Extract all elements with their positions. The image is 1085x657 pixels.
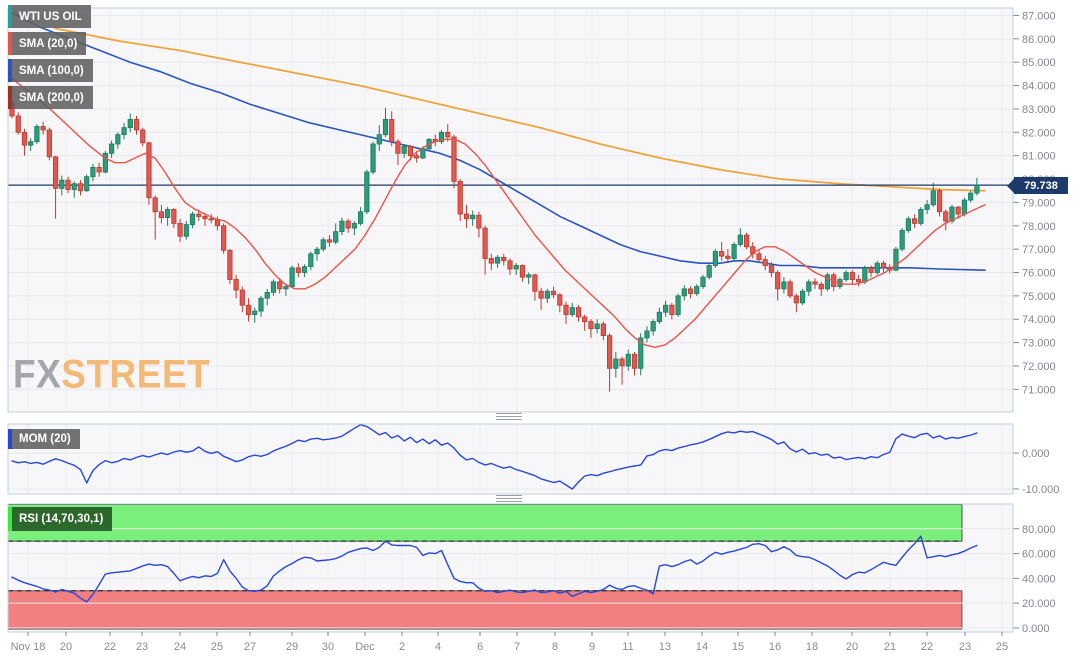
legend-item-sma20: SMA (20,0) <box>8 32 87 55</box>
y-axis-tick-label: 77.000 <box>1022 244 1056 256</box>
y-axis-tick-label: 79.000 <box>1022 197 1056 209</box>
legend-label: WTI US OIL <box>19 10 82 23</box>
legend-label: SMA (100,0) <box>19 64 84 77</box>
y-axis-tick-label: 87.000 <box>1022 10 1056 22</box>
y-axis-tick-label: 71.000 <box>1022 384 1056 396</box>
x-axis-date-label: 22 <box>921 641 933 653</box>
x-axis-date-label: 23 <box>959 641 971 653</box>
panel-splitter-handle[interactable] <box>496 495 522 503</box>
legend-item-wti-us-oil: WTI US OIL <box>8 5 91 28</box>
y-axis-tick-label: 82.000 <box>1022 127 1056 139</box>
x-axis-date-label: 27 <box>244 641 256 653</box>
legend-item-sma100: SMA (100,0) <box>8 59 93 82</box>
x-axis-date-label: 20 <box>846 641 858 653</box>
y-axis-tick-label: 60.000 <box>1022 549 1056 561</box>
y-axis-tick-label: 75.000 <box>1022 291 1056 303</box>
x-axis-date-label: 11 <box>622 641 633 653</box>
y-axis-tick-label: 73.000 <box>1022 338 1056 350</box>
x-axis-date-label: 2 <box>399 641 405 653</box>
x-axis-date-label: 18 <box>806 641 818 653</box>
y-axis-tick-label: 85.000 <box>1022 57 1056 69</box>
y-axis-tick-label: 78.000 <box>1022 221 1056 233</box>
y-axis-tick-label: 84.000 <box>1022 81 1056 93</box>
x-axis-date-label: Nov 18 <box>11 641 46 653</box>
y-axis-tick-label: 40.000 <box>1022 573 1056 585</box>
x-axis-date-label: 25 <box>211 641 223 653</box>
candles-layer <box>9 98 980 392</box>
x-axis-date-label: 15 <box>732 641 744 653</box>
x-axis-date-label: 30 <box>322 641 334 653</box>
x-axis-date-label: 21 <box>884 641 896 653</box>
fxstreet-watermark-logo: FXSTREET <box>13 352 210 397</box>
x-axis-date-label: 22 <box>104 641 116 653</box>
y-axis-tick-label: -10.000 <box>1022 484 1059 496</box>
rsi-indicator-label: RSI (14,70,30,1) <box>8 507 113 531</box>
legend-label: MOM (20) <box>19 433 71 445</box>
mom-panel-background <box>8 424 1013 494</box>
x-axis-date-label: 9 <box>589 641 595 653</box>
y-axis-tick-label: 0.000 <box>1022 623 1050 635</box>
x-axis-date-label: 23 <box>136 641 148 653</box>
x-axis-date-label: 6 <box>477 641 483 653</box>
rsi-oversold-band <box>7 590 963 630</box>
x-axis-date-label: 13 <box>659 641 671 653</box>
series-color-chip-icon <box>8 86 12 109</box>
rsi-overbought-band <box>7 504 963 542</box>
y-axis-tick-label: 86.000 <box>1022 34 1056 46</box>
y-axis-tick-label: 74.000 <box>1022 314 1056 326</box>
series-color-chip-icon <box>8 32 12 55</box>
x-axis-date-label: 7 <box>514 641 520 653</box>
current-price-label: 79.738 <box>1007 177 1068 194</box>
series-color-chip-icon <box>8 59 12 82</box>
legend-label: RSI (14,70,30,1) <box>19 513 104 525</box>
series-color-chip-icon <box>8 507 12 531</box>
x-axis-date-label: 16 <box>769 641 781 653</box>
series-color-chip-icon <box>8 429 12 449</box>
legend-item-sma200: SMA (200,0) <box>8 86 93 109</box>
y-axis-tick-label: 72.000 <box>1022 361 1056 373</box>
y-axis-tick-label: 80.000 <box>1022 524 1056 536</box>
x-axis-date-label: 8 <box>552 641 558 653</box>
y-axis-tick-label: 76.000 <box>1022 268 1056 280</box>
x-axis-date-label: 24 <box>174 641 186 653</box>
series-color-chip-icon <box>8 5 12 28</box>
legend-label: SMA (200,0) <box>19 91 84 104</box>
x-axis-date-label: 4 <box>435 641 441 653</box>
mom-indicator-label: MOM (20) <box>8 429 80 449</box>
x-axis-date-label: 20 <box>60 641 72 653</box>
y-axis-tick-label: 0.000 <box>1022 448 1050 460</box>
x-axis-date-label: Dec <box>355 641 375 653</box>
y-axis-tick-label: 20.000 <box>1022 598 1056 610</box>
x-axis-date-label: 29 <box>286 641 298 653</box>
x-axis-date-label: 14 <box>696 641 708 653</box>
watermark-street: STREET <box>61 352 211 397</box>
y-axis-tick-label: 83.000 <box>1022 104 1056 116</box>
x-axis-date-label: 25 <box>996 641 1008 653</box>
y-axis-tick-label: 81.000 <box>1022 151 1056 163</box>
legend-label: SMA (20,0) <box>19 37 78 50</box>
panel-splitter-handle[interactable] <box>496 413 522 421</box>
watermark-fx: FX <box>13 352 62 397</box>
